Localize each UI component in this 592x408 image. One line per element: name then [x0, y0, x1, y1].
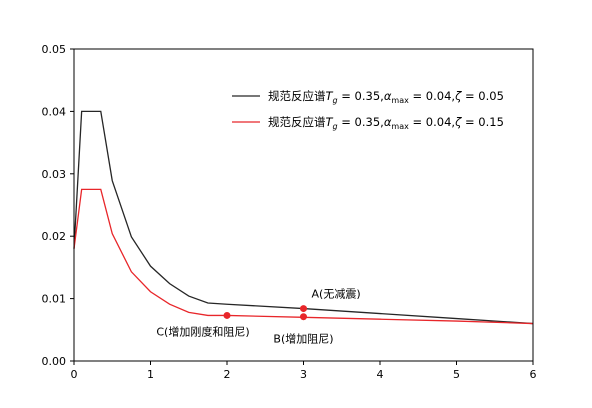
point-label-3: C(增加刚度和阻尼) — [156, 324, 249, 338]
legend-label-1: 规范反应谱Tg = 0.35,αmax = 0.04,ζ = 0.05 — [268, 89, 504, 105]
y-tick-label: 0.04 — [42, 105, 67, 118]
marker-point-1 — [300, 305, 307, 313]
x-tick-label: 6 — [530, 368, 537, 381]
y-tick-label: 0.05 — [42, 43, 67, 56]
point-label-2: B(增加阻尼) — [273, 332, 333, 346]
x-tick-label: 5 — [453, 368, 460, 381]
point-label-1: A(无减震) — [312, 288, 361, 301]
x-tick-label: 0 — [71, 368, 78, 381]
x-tick-label: 1 — [147, 368, 154, 381]
x-tick-label: 4 — [377, 368, 384, 381]
x-axis-ticks: 0 1 2 3 4 5 6 — [71, 361, 537, 381]
series-layer — [73, 110, 534, 325]
x-tick-label: 3 — [300, 368, 307, 381]
series-line-2 — [73, 188, 534, 325]
y-tick-label: 0.03 — [42, 168, 67, 181]
points-layer: A(无减震) B(增加阻尼) C(增加刚度和阻尼) — [156, 288, 360, 346]
y-tick-label: 0.02 — [42, 230, 67, 243]
y-axis-ticks: 0.00 0.01 0.02 0.03 0.04 0.05 — [42, 43, 74, 368]
legend: 规范反应谱Tg = 0.35,αmax = 0.04,ζ = 0.05 规范反应谱… — [232, 89, 504, 131]
series-line-1 — [73, 110, 534, 325]
legend-label-2: 规范反应谱Tg = 0.35,αmax = 0.04,ζ = 0.15 — [268, 115, 504, 131]
marker-point-2 — [300, 313, 307, 321]
marker-point-3 — [223, 311, 231, 319]
x-tick-label: 2 — [224, 368, 231, 381]
y-tick-label: 0.00 — [42, 355, 67, 368]
y-tick-label: 0.01 — [42, 293, 67, 306]
